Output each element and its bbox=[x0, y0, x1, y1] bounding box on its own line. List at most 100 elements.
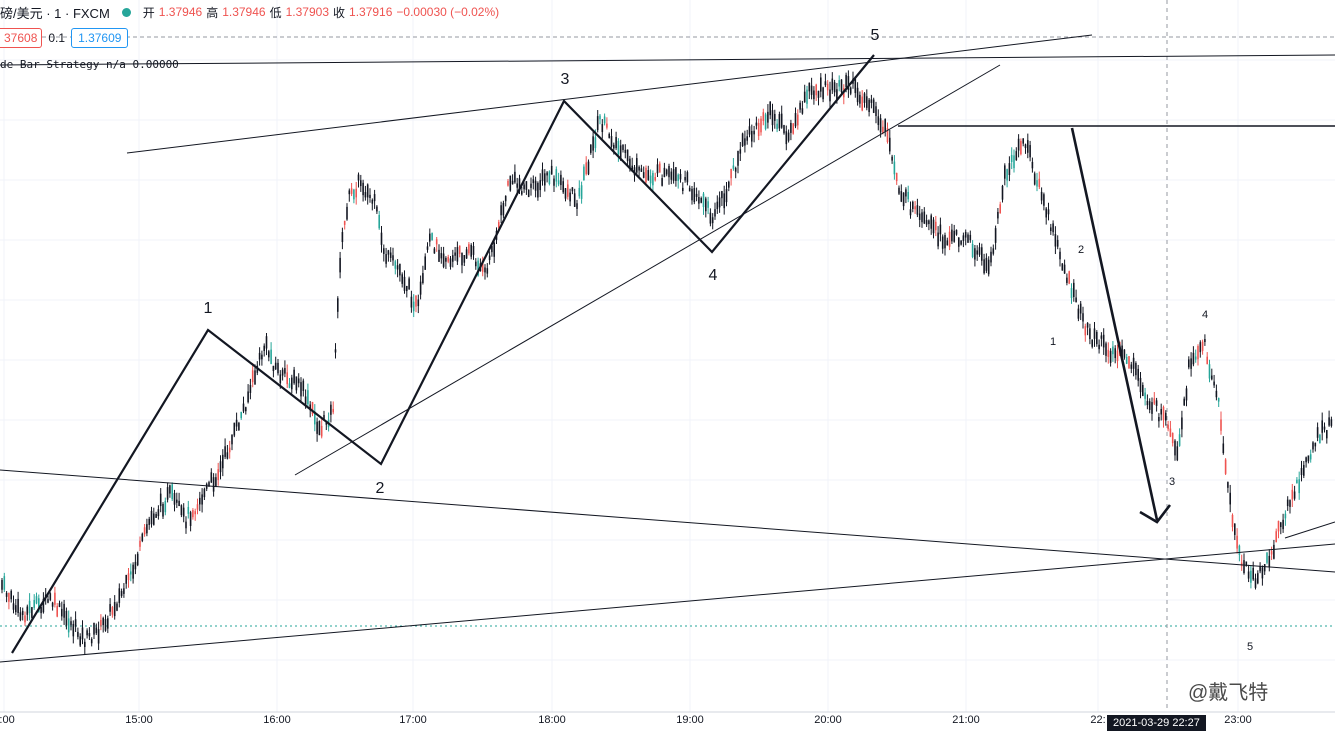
candle-body bbox=[564, 188, 567, 199]
candle-body bbox=[638, 166, 640, 171]
candle-body bbox=[1043, 194, 1045, 206]
close-value: 1.37916 bbox=[349, 5, 393, 19]
candle-body bbox=[56, 605, 58, 617]
candle-body bbox=[895, 173, 898, 182]
candle-body bbox=[281, 369, 284, 376]
candle-body bbox=[178, 500, 180, 507]
candle-body bbox=[840, 79, 843, 93]
candle-body bbox=[235, 419, 238, 427]
candle-body bbox=[182, 507, 185, 517]
candle-body bbox=[472, 246, 475, 255]
candle-body bbox=[1047, 209, 1050, 215]
candle-body bbox=[624, 149, 627, 153]
candle-body bbox=[109, 604, 111, 612]
candle-body bbox=[810, 85, 813, 95]
candle-body bbox=[1250, 570, 1252, 583]
candle-body bbox=[1109, 350, 1112, 363]
candle-body bbox=[1158, 417, 1160, 422]
candle-body bbox=[833, 82, 836, 93]
buy-price-button[interactable]: 1.37609 bbox=[71, 28, 129, 48]
candle-body bbox=[985, 257, 988, 271]
candle-body bbox=[665, 169, 668, 175]
spread-value: 0.1 bbox=[48, 31, 66, 45]
candle-body bbox=[790, 122, 792, 133]
sell-price-button[interactable]: 37608 bbox=[0, 28, 43, 48]
wave-label-major: 3 bbox=[560, 71, 570, 88]
candle-body bbox=[930, 215, 932, 229]
candle-body bbox=[125, 574, 127, 584]
candle-body bbox=[626, 149, 629, 162]
candle-body bbox=[992, 248, 995, 254]
candle-body bbox=[640, 168, 643, 172]
candle-body bbox=[104, 619, 107, 631]
candle-body bbox=[778, 114, 781, 129]
candle-body bbox=[912, 201, 914, 210]
candle-body bbox=[1075, 297, 1077, 303]
candle-body bbox=[659, 163, 661, 173]
candle-body bbox=[619, 145, 622, 160]
candle-body bbox=[693, 188, 696, 203]
candle-body bbox=[971, 243, 974, 257]
candle-body bbox=[1091, 339, 1093, 347]
candle-body bbox=[251, 370, 254, 383]
candle-body bbox=[440, 253, 443, 259]
symbol-title[interactable]: 磅/美元 · 1 · FXCM bbox=[0, 5, 110, 21]
indicator-legend[interactable]: de Bar Strategy n/a 0.00000 bbox=[0, 58, 179, 71]
candle-body bbox=[5, 592, 8, 597]
candle-body bbox=[1010, 154, 1013, 163]
candle-body bbox=[921, 212, 923, 223]
candle-body bbox=[1323, 426, 1326, 430]
high-value: 1.37946 bbox=[222, 5, 266, 19]
candle-body bbox=[113, 602, 116, 617]
candle-body bbox=[711, 217, 714, 224]
candle-body bbox=[606, 123, 608, 128]
candle-body bbox=[1089, 328, 1091, 340]
wave-label-minor: 4 bbox=[1201, 309, 1209, 321]
candle-body bbox=[1298, 479, 1300, 494]
candle-body bbox=[1079, 303, 1082, 314]
candle-body bbox=[157, 509, 160, 517]
time-axis-tick: 23:00 bbox=[1224, 714, 1252, 726]
candle-body bbox=[380, 232, 383, 245]
candle-body bbox=[31, 607, 33, 618]
candle-body bbox=[148, 518, 150, 525]
close-label: 收 bbox=[333, 5, 346, 20]
candle-body bbox=[953, 230, 955, 242]
candle-body bbox=[1093, 328, 1096, 339]
candle-body bbox=[679, 173, 682, 180]
candle-body bbox=[654, 177, 656, 181]
candle-body bbox=[700, 198, 702, 203]
candle-body bbox=[553, 178, 555, 186]
candle-body bbox=[944, 235, 946, 249]
candle-body bbox=[601, 124, 604, 133]
candle-body bbox=[879, 118, 882, 133]
candle-body bbox=[801, 108, 804, 114]
candle-body bbox=[732, 165, 735, 169]
candle-body bbox=[387, 250, 390, 255]
candle-body bbox=[1231, 514, 1234, 528]
candle-body bbox=[295, 376, 298, 391]
candle-body bbox=[1050, 227, 1052, 232]
candle-body bbox=[192, 510, 194, 518]
candle-body bbox=[550, 165, 553, 175]
candle-body bbox=[1305, 457, 1307, 463]
candle-body bbox=[366, 184, 369, 198]
candle-body bbox=[88, 633, 91, 637]
candle-body bbox=[153, 513, 155, 525]
candle-body bbox=[346, 206, 348, 220]
candle-body bbox=[813, 90, 815, 100]
candle-body bbox=[1208, 364, 1211, 379]
candle-body bbox=[1112, 346, 1114, 355]
candle-body bbox=[776, 123, 778, 130]
candle-body bbox=[1022, 138, 1024, 144]
candle-body bbox=[875, 106, 877, 117]
candle-body bbox=[785, 131, 788, 145]
candle-body bbox=[1096, 331, 1098, 345]
candle-body bbox=[337, 298, 339, 312]
candle-body bbox=[1077, 308, 1080, 319]
candle-body bbox=[320, 425, 323, 437]
candle-body bbox=[408, 278, 410, 290]
candle-body bbox=[1102, 334, 1105, 348]
candle-body bbox=[15, 605, 17, 613]
